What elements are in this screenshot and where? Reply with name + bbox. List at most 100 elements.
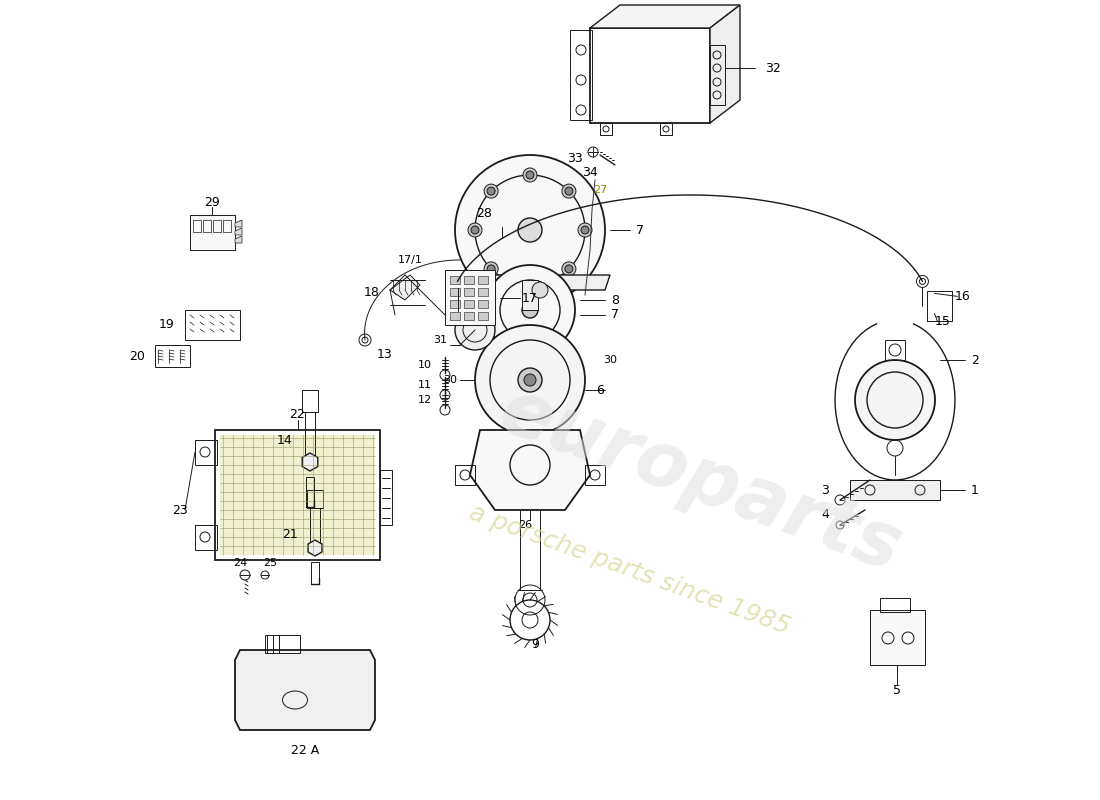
Bar — [195, 525, 217, 550]
Text: 21: 21 — [282, 529, 298, 542]
Text: 17: 17 — [522, 291, 538, 305]
Bar — [155, 345, 190, 367]
Text: 15: 15 — [935, 315, 950, 328]
Text: europarts: europarts — [490, 373, 911, 587]
Circle shape — [524, 374, 536, 386]
Bar — [870, 610, 925, 665]
Bar — [450, 288, 460, 296]
Text: 8: 8 — [610, 294, 619, 306]
Bar — [478, 276, 488, 284]
Circle shape — [565, 265, 573, 273]
Circle shape — [518, 218, 542, 242]
Bar — [478, 300, 488, 308]
Bar — [214, 430, 380, 560]
Circle shape — [522, 278, 537, 292]
Bar — [450, 312, 460, 320]
Text: 4: 4 — [821, 509, 829, 522]
Circle shape — [484, 262, 498, 276]
Circle shape — [578, 223, 592, 237]
Text: 31: 31 — [433, 335, 447, 345]
Bar — [478, 288, 488, 296]
Circle shape — [581, 226, 589, 234]
Bar — [464, 288, 474, 296]
Circle shape — [526, 171, 534, 179]
Text: 25: 25 — [263, 558, 277, 568]
Bar — [450, 300, 460, 308]
Circle shape — [522, 168, 537, 182]
Bar — [660, 123, 672, 135]
Text: 17/1: 17/1 — [397, 255, 422, 265]
Circle shape — [565, 187, 573, 195]
Bar — [220, 435, 375, 555]
Bar — [190, 215, 235, 250]
Polygon shape — [710, 5, 740, 123]
Bar — [886, 340, 905, 360]
Text: 30: 30 — [443, 375, 456, 385]
Circle shape — [518, 368, 542, 392]
Text: 29: 29 — [205, 197, 220, 210]
Text: 11: 11 — [418, 380, 432, 390]
Circle shape — [455, 310, 495, 350]
Text: 9: 9 — [531, 638, 539, 651]
Text: 33: 33 — [568, 151, 583, 165]
Text: 28: 28 — [476, 207, 492, 220]
Bar — [600, 123, 612, 135]
Text: 22 A: 22 A — [290, 743, 319, 757]
Polygon shape — [302, 453, 318, 471]
Circle shape — [455, 155, 605, 305]
Polygon shape — [470, 430, 590, 510]
Text: 3: 3 — [821, 483, 829, 497]
Polygon shape — [235, 220, 242, 227]
Circle shape — [484, 184, 498, 198]
Bar — [570, 30, 592, 120]
Text: 2: 2 — [971, 354, 979, 366]
Bar — [265, 635, 300, 653]
Circle shape — [468, 223, 482, 237]
Bar — [213, 220, 221, 232]
Bar — [478, 312, 488, 320]
Circle shape — [562, 262, 576, 276]
Text: 30: 30 — [603, 355, 617, 365]
Circle shape — [522, 302, 538, 318]
Bar — [195, 440, 217, 465]
Circle shape — [485, 265, 575, 355]
Text: 23: 23 — [172, 503, 188, 517]
Bar — [223, 220, 231, 232]
Text: 18: 18 — [364, 286, 380, 298]
Circle shape — [532, 282, 548, 298]
Bar — [307, 490, 323, 508]
Bar — [310, 508, 320, 543]
Text: 16: 16 — [955, 290, 970, 303]
Text: a porsche parts since 1985: a porsche parts since 1985 — [466, 501, 793, 639]
Text: 13: 13 — [377, 349, 393, 362]
Circle shape — [855, 360, 935, 440]
Polygon shape — [235, 228, 242, 235]
Bar — [450, 276, 460, 284]
Text: 7: 7 — [636, 223, 644, 237]
Text: 20: 20 — [129, 350, 145, 362]
Bar — [379, 470, 392, 525]
Text: 24: 24 — [233, 558, 248, 568]
Circle shape — [562, 184, 576, 198]
Text: 10: 10 — [418, 360, 432, 370]
Text: 7: 7 — [610, 309, 619, 322]
Bar — [710, 45, 725, 105]
Polygon shape — [590, 5, 740, 28]
Text: 14: 14 — [277, 434, 293, 446]
Bar — [927, 291, 953, 322]
Circle shape — [475, 325, 585, 435]
Bar — [522, 280, 538, 310]
Circle shape — [471, 226, 478, 234]
Bar — [185, 310, 240, 340]
Bar — [192, 220, 201, 232]
Bar — [306, 477, 313, 507]
Bar — [585, 465, 605, 485]
Bar — [204, 220, 211, 232]
Bar — [302, 390, 318, 412]
Text: 34: 34 — [582, 166, 598, 178]
Text: 27: 27 — [593, 185, 607, 195]
Bar — [850, 480, 940, 500]
Text: 32: 32 — [764, 62, 781, 74]
Polygon shape — [235, 236, 242, 243]
Polygon shape — [450, 275, 610, 290]
